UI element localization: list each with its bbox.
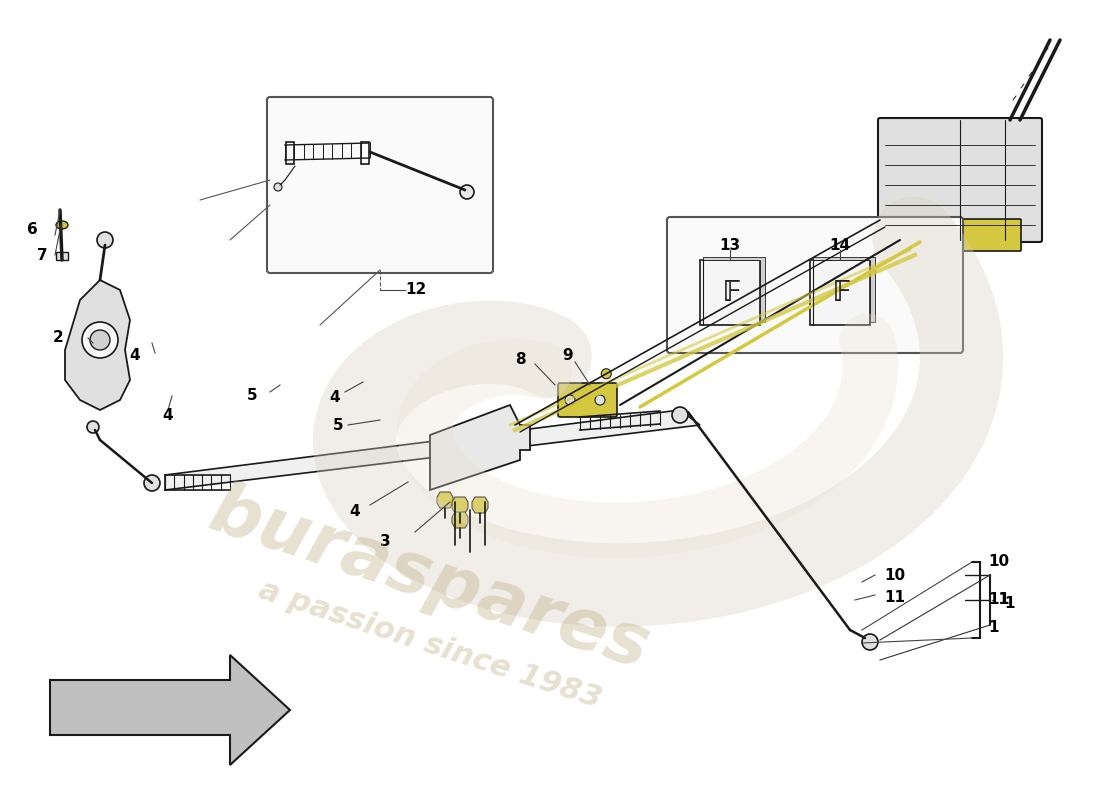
Text: 11: 11 bbox=[884, 590, 905, 606]
Polygon shape bbox=[452, 497, 468, 513]
Circle shape bbox=[783, 266, 794, 276]
Text: 10: 10 bbox=[884, 567, 905, 582]
Ellipse shape bbox=[56, 221, 68, 229]
Text: 5: 5 bbox=[332, 418, 343, 433]
Circle shape bbox=[97, 232, 113, 248]
Text: 1: 1 bbox=[998, 593, 1009, 607]
Polygon shape bbox=[472, 497, 488, 513]
Text: 4: 4 bbox=[163, 407, 174, 422]
Text: 7: 7 bbox=[36, 247, 47, 262]
FancyBboxPatch shape bbox=[267, 97, 493, 273]
Circle shape bbox=[144, 475, 159, 491]
Polygon shape bbox=[813, 257, 874, 322]
Circle shape bbox=[87, 421, 99, 433]
Polygon shape bbox=[700, 260, 760, 325]
Circle shape bbox=[862, 634, 878, 650]
Polygon shape bbox=[65, 280, 130, 410]
Circle shape bbox=[595, 395, 605, 405]
Bar bbox=[56, 252, 68, 260]
FancyBboxPatch shape bbox=[558, 383, 617, 417]
Polygon shape bbox=[50, 655, 290, 765]
Text: a passion since 1983: a passion since 1983 bbox=[255, 576, 605, 714]
Circle shape bbox=[693, 318, 703, 327]
Text: 13: 13 bbox=[719, 238, 740, 253]
Polygon shape bbox=[810, 260, 870, 325]
Text: 1: 1 bbox=[1004, 595, 1015, 610]
Text: 2: 2 bbox=[53, 330, 64, 346]
Circle shape bbox=[672, 407, 688, 423]
Text: 11: 11 bbox=[988, 593, 1009, 607]
Polygon shape bbox=[437, 492, 453, 508]
Text: 5: 5 bbox=[246, 387, 257, 402]
Text: 4: 4 bbox=[330, 390, 340, 406]
Text: 6: 6 bbox=[26, 222, 37, 238]
Text: buraspares: buraspares bbox=[201, 476, 659, 684]
Polygon shape bbox=[430, 405, 530, 490]
Text: 𝔽: 𝔽 bbox=[833, 279, 851, 307]
Text: 12: 12 bbox=[406, 282, 427, 298]
Text: 4: 4 bbox=[130, 347, 141, 362]
Bar bbox=[286, 142, 294, 164]
Polygon shape bbox=[452, 512, 468, 528]
Circle shape bbox=[90, 330, 110, 350]
Polygon shape bbox=[165, 410, 700, 490]
Circle shape bbox=[82, 322, 118, 358]
FancyBboxPatch shape bbox=[939, 219, 1021, 251]
Circle shape bbox=[565, 395, 575, 405]
Text: 10: 10 bbox=[988, 554, 1009, 570]
Text: 𝔽: 𝔽 bbox=[723, 279, 741, 307]
Circle shape bbox=[460, 185, 474, 199]
FancyBboxPatch shape bbox=[878, 118, 1042, 242]
Circle shape bbox=[274, 183, 282, 191]
Text: 9: 9 bbox=[563, 347, 573, 362]
Text: 14: 14 bbox=[829, 238, 850, 253]
Bar bbox=[361, 142, 368, 164]
FancyBboxPatch shape bbox=[667, 217, 962, 353]
Polygon shape bbox=[703, 257, 764, 322]
Circle shape bbox=[602, 369, 612, 378]
Text: 1: 1 bbox=[988, 621, 999, 635]
Text: 4: 4 bbox=[350, 505, 361, 519]
Text: 3: 3 bbox=[379, 534, 390, 550]
Text: 8: 8 bbox=[515, 353, 526, 367]
